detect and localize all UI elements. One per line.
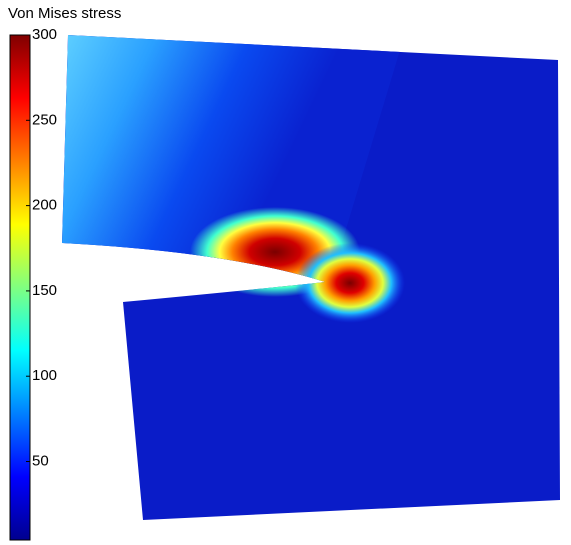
tick-label: 200 bbox=[32, 197, 57, 214]
colorbar-scale bbox=[9, 34, 31, 541]
tick-label: 300 bbox=[32, 26, 57, 43]
tick-label: 150 bbox=[32, 282, 57, 299]
colorbar: 50 100 150 200 250 300 bbox=[9, 26, 57, 541]
tick-label: 50 bbox=[32, 452, 49, 469]
tick-label: 250 bbox=[32, 111, 57, 128]
tick-label: 100 bbox=[32, 367, 57, 384]
colorbar-title: Von Mises stress bbox=[8, 5, 121, 22]
